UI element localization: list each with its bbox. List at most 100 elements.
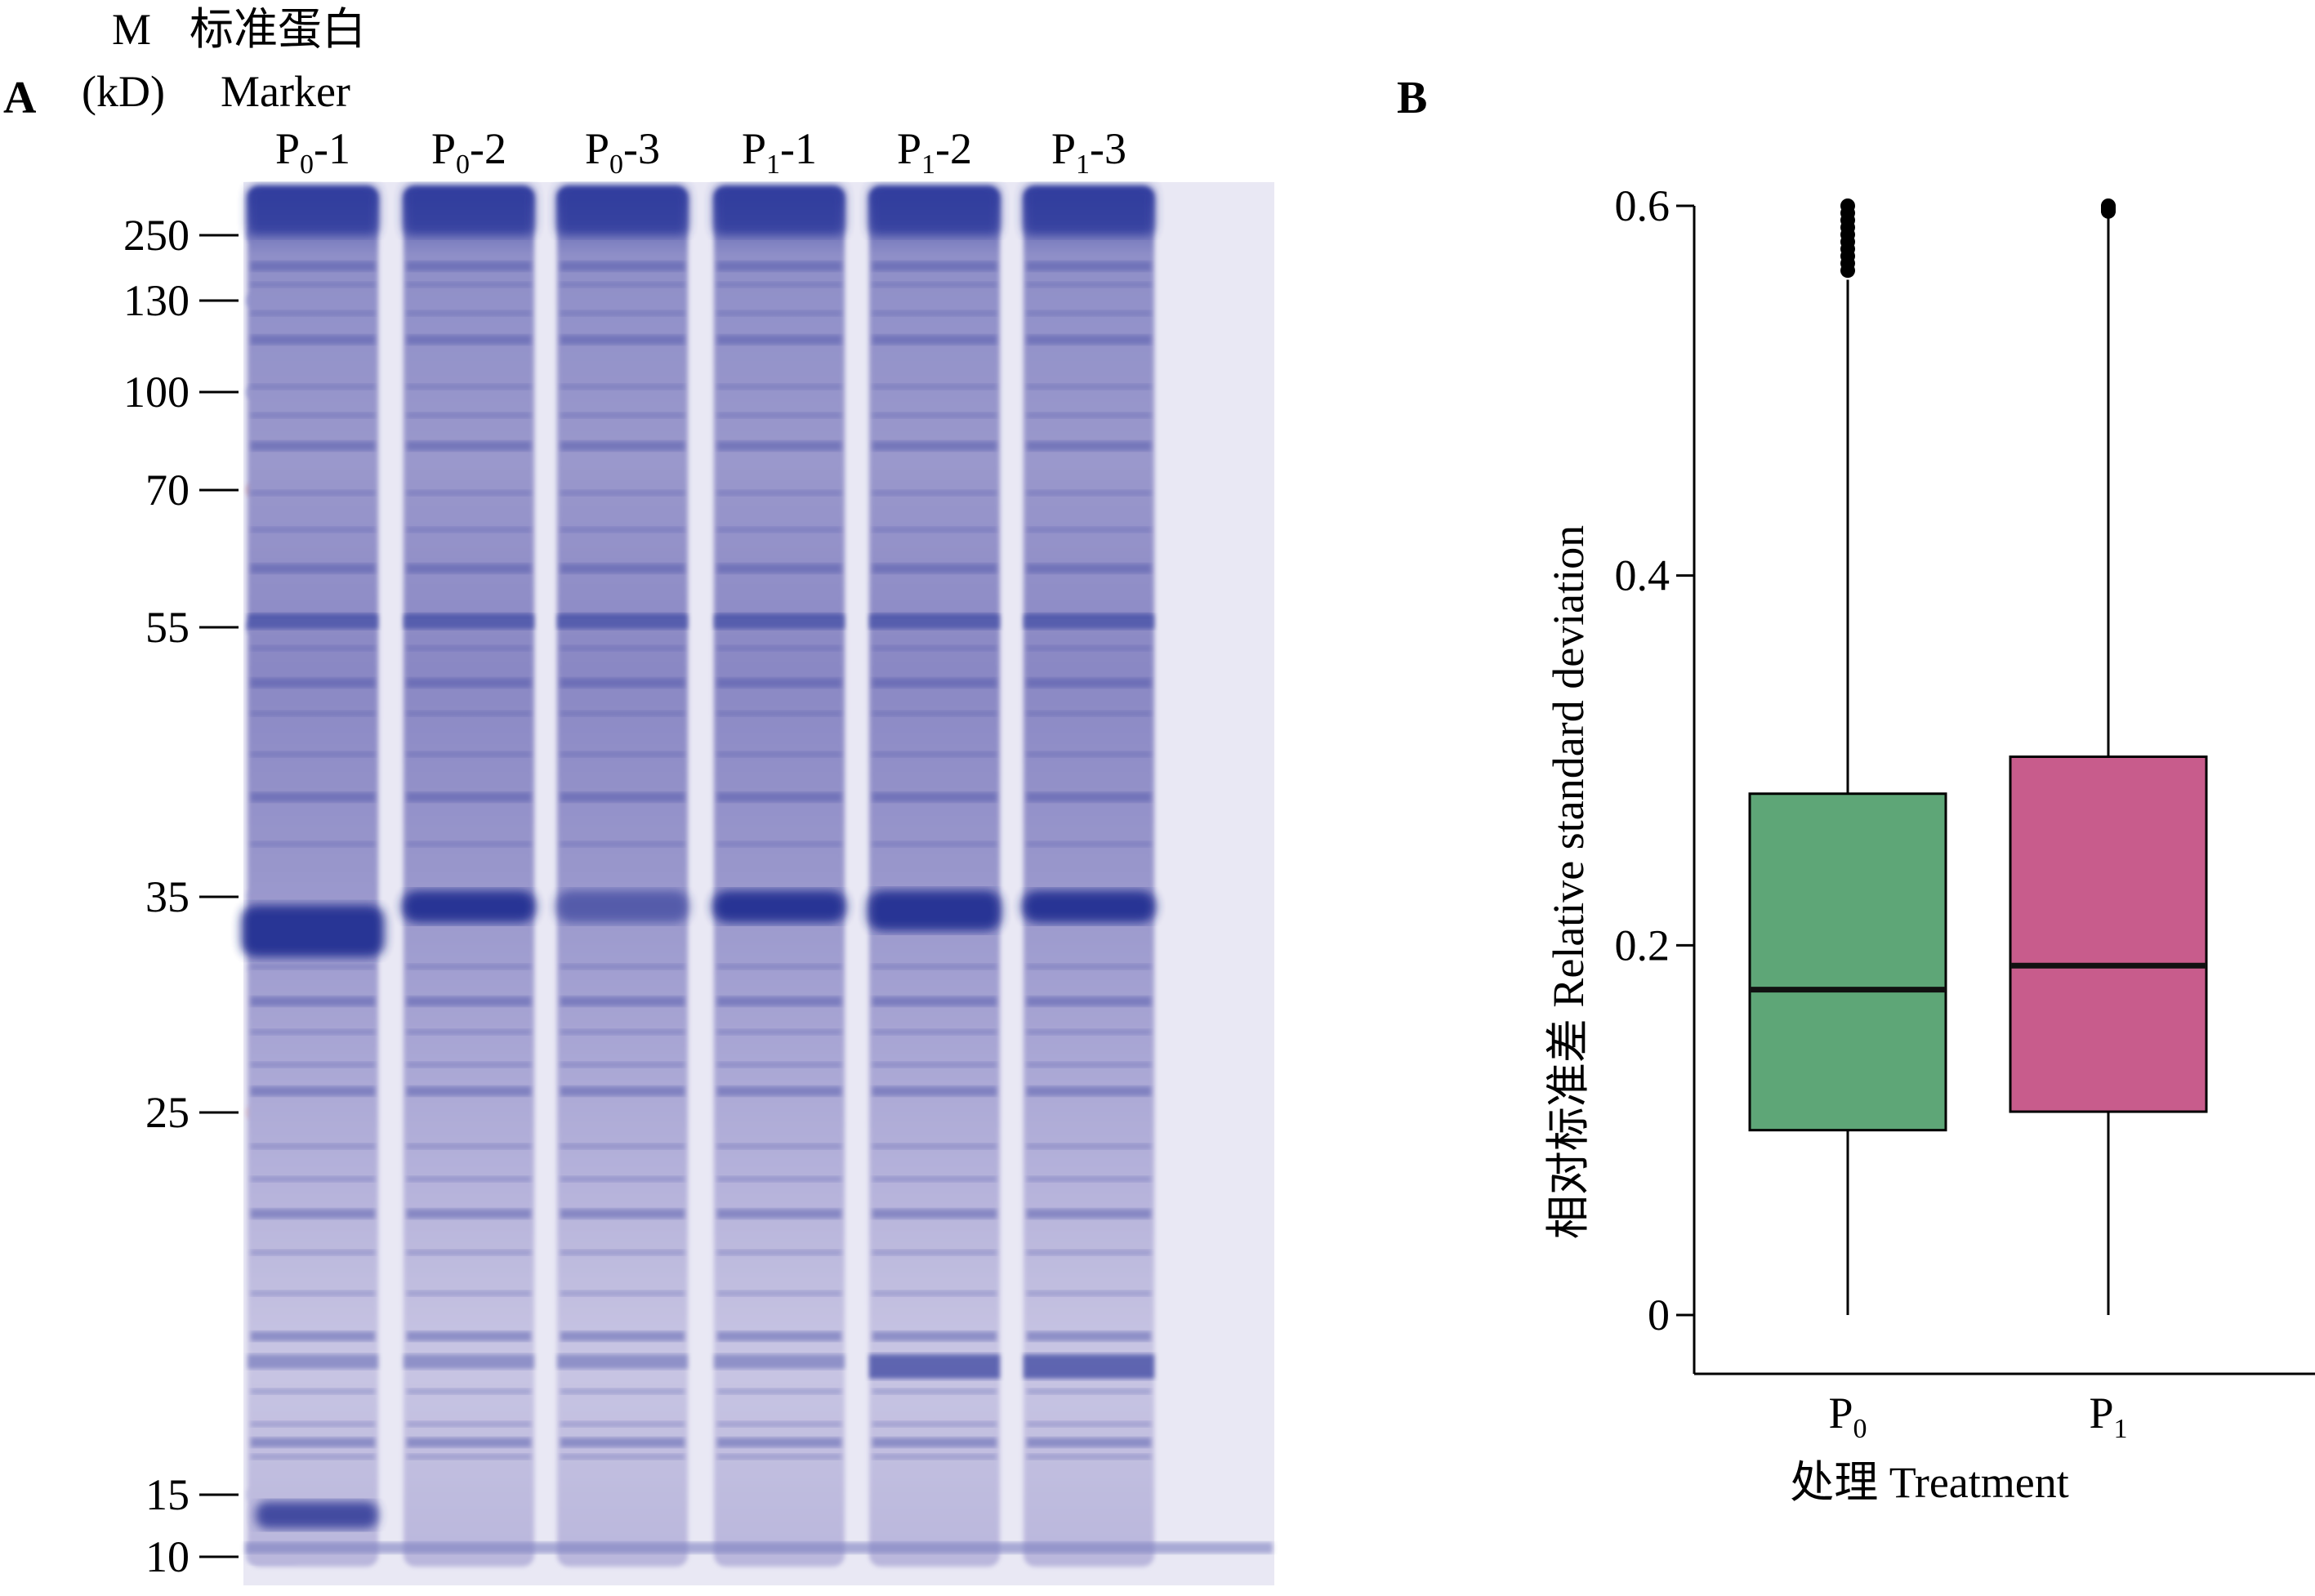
gel-band [1027, 645, 1151, 651]
gel-band [872, 335, 997, 345]
gel-band [872, 490, 997, 496]
lane-label-main: P [585, 124, 609, 173]
gel-band [1027, 1062, 1151, 1068]
gel-band [872, 527, 997, 533]
gel-band [407, 490, 531, 496]
gel-band [251, 1250, 375, 1255]
lane-label-sub: 0 [609, 149, 623, 180]
gel-band [407, 1421, 531, 1427]
gel-band [251, 1209, 375, 1219]
gel-band [717, 964, 841, 970]
gel-band [251, 527, 375, 533]
gel-band [560, 490, 685, 496]
gel-band [560, 1421, 685, 1427]
gel-band [560, 1029, 685, 1035]
marker-size-label: 55 [145, 603, 190, 652]
gel-band [407, 441, 531, 451]
lane-label: P1-2 [897, 124, 972, 180]
gel-band [1027, 441, 1151, 451]
gel-band [872, 310, 997, 316]
gel-band [407, 1062, 531, 1068]
lane-label: P0-1 [275, 124, 350, 180]
gel-band [407, 996, 531, 1006]
gel-band-major [868, 890, 1001, 931]
gel-band [872, 1062, 997, 1068]
gel-band-major [241, 905, 385, 957]
gel-band [407, 1438, 531, 1447]
gel-band [1027, 1250, 1151, 1255]
gel-band [407, 1250, 531, 1255]
gel-lanes [241, 186, 1273, 1567]
gel-band [560, 1062, 685, 1068]
lane-labels: P0-1 P0-2 P0-3 P1-1 P1-2 P1-3 [275, 124, 1126, 180]
gel-band [717, 261, 841, 271]
gel-band [557, 1354, 688, 1369]
gel-band [1027, 1389, 1151, 1394]
gel-band [717, 441, 841, 451]
gel-band [560, 678, 685, 688]
gel-band [407, 384, 531, 390]
gel-band [872, 261, 997, 271]
gel-band [717, 711, 841, 716]
gel-band [717, 792, 841, 802]
gel-band [872, 441, 997, 451]
gel-band [404, 614, 534, 629]
gel-band [251, 841, 375, 847]
gel-band [560, 1250, 685, 1255]
gel-band [872, 1086, 997, 1096]
gel-band [407, 711, 531, 716]
lane-label-main: P [275, 124, 300, 173]
gel-band [869, 186, 1000, 235]
marker-size-label: 250 [123, 211, 190, 260]
gel-band [1027, 1438, 1151, 1447]
gel-band [407, 1086, 531, 1096]
gel-band [872, 711, 997, 716]
gel-band [872, 1389, 997, 1394]
gel-band [872, 282, 997, 288]
lane-label-suffix: -3 [1090, 124, 1126, 173]
gel-band [407, 335, 531, 345]
gel-band [560, 310, 685, 316]
gel-band [560, 1454, 685, 1460]
gel-band [407, 282, 531, 288]
x-tick-label-main: P [2089, 1389, 2113, 1438]
gel-band [872, 1421, 997, 1427]
gel-band [717, 1029, 841, 1035]
y-tick-label: 0 [1648, 1291, 1670, 1340]
gel-band [557, 186, 688, 235]
gel-band [404, 1354, 534, 1369]
gel-band [251, 282, 375, 288]
gel-band [714, 614, 845, 629]
x-tick-label-sub: 0 [1853, 1414, 1867, 1444]
y-tick-label: 0.2 [1615, 921, 1670, 970]
gel-band [407, 645, 531, 651]
gel-band [872, 1291, 997, 1296]
gel-band [407, 527, 531, 533]
box [1748, 792, 1947, 1132]
gel-band-major [712, 890, 846, 923]
gel-band [407, 1209, 531, 1219]
gel-band [407, 1144, 531, 1149]
gel-band [560, 441, 685, 451]
gel-band [714, 186, 845, 235]
gel-band [872, 1454, 997, 1460]
gel-band [717, 412, 841, 418]
gel-band [1027, 1331, 1151, 1341]
gel-band [717, 1389, 841, 1394]
gel-band [872, 564, 997, 573]
gel-band [560, 841, 685, 847]
gel-band [1027, 335, 1151, 345]
gel-band [717, 1209, 841, 1219]
gel-band [407, 310, 531, 316]
gel-band [251, 1421, 375, 1427]
gel-band [251, 441, 375, 451]
gel-band [1027, 964, 1151, 970]
gel-band [560, 1209, 685, 1219]
lane-label-suffix: -1 [314, 124, 350, 173]
gel-band [407, 1291, 531, 1296]
gel-band [872, 1029, 997, 1035]
gel-band [1027, 792, 1151, 802]
gel-band [560, 1176, 685, 1182]
gel-band [560, 964, 685, 970]
